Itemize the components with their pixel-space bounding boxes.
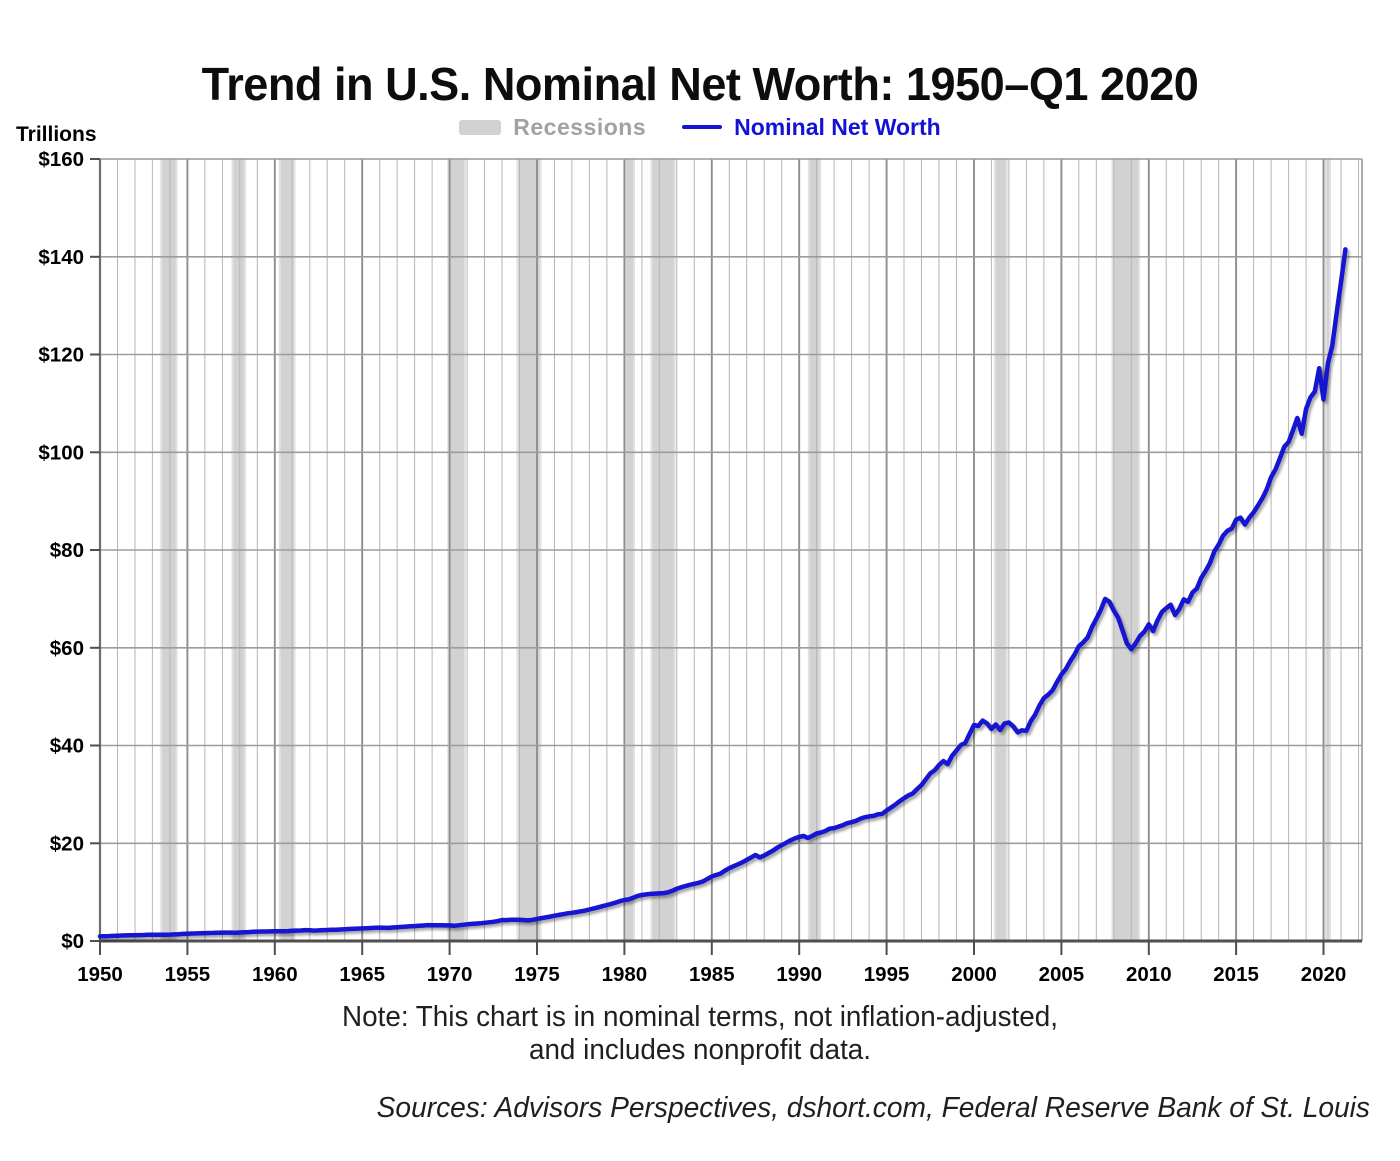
x-tick-label: 1955 bbox=[165, 963, 211, 986]
y-tick-label: $160 bbox=[38, 150, 84, 171]
page-title: Trend in U.S. Nominal Net Worth: 1950–Q1… bbox=[201, 57, 1199, 110]
x-tick-label: 2010 bbox=[1126, 963, 1172, 986]
x-tick-label: 1950 bbox=[77, 963, 123, 986]
x-tick-label: 2015 bbox=[1213, 963, 1259, 986]
line-swatch-icon bbox=[682, 125, 723, 129]
x-tick-label: 1985 bbox=[689, 963, 735, 986]
horizontal-gridlines bbox=[100, 158, 1362, 845]
legend-recessions-label: Recessions bbox=[513, 113, 647, 140]
y-tick-label: $40 bbox=[50, 735, 84, 758]
x-tick-label: 1975 bbox=[514, 963, 560, 986]
legend: Recessions Nominal Net Worth bbox=[0, 111, 1400, 143]
y-tick-label: $100 bbox=[38, 441, 84, 464]
note-line-1: Note: This chart is in nominal terms, no… bbox=[342, 1001, 1058, 1033]
note-line-2: and includes nonprofit data. bbox=[528, 1034, 872, 1066]
x-tick-label: 1980 bbox=[602, 963, 648, 986]
sources-text: Sources: Advisors Perspectives, dshort.c… bbox=[376, 1092, 1370, 1124]
x-tick-label: 2000 bbox=[951, 963, 997, 986]
x-tick-label: 1965 bbox=[339, 963, 385, 986]
x-tick-labels: 1950 1955 1960 1965 1970 1975 1980 1985 1990 1995… bbox=[77, 941, 1346, 986]
line-legend-swatch bbox=[682, 120, 723, 135]
y-tick-label: $120 bbox=[38, 344, 84, 367]
note-text: Note: This chart is in nominal terms, no… bbox=[28, 1001, 1372, 1067]
y-axis-unit-label: Trillions bbox=[16, 123, 97, 146]
y-tick-label: $80 bbox=[50, 539, 84, 562]
x-tick-label: 1970 bbox=[427, 963, 473, 986]
y-tick-labels: $160 $140 $120 $100 $80 $60 $40 $20 $0 bbox=[38, 150, 100, 953]
y-tick-label: $0 bbox=[61, 930, 84, 953]
x-tick-label: 2020 bbox=[1301, 963, 1347, 986]
recession-legend-swatch bbox=[459, 119, 502, 135]
x-tick-label: 1960 bbox=[252, 963, 298, 986]
y-tick-label: $140 bbox=[38, 246, 84, 269]
net-worth-line bbox=[97, 247, 1348, 939]
x-tick-label: 1995 bbox=[864, 963, 910, 986]
legend-series-label: Nominal Net Worth bbox=[734, 113, 941, 140]
x-tick-label: 2005 bbox=[1039, 963, 1085, 986]
y-tick-label: $20 bbox=[50, 832, 84, 855]
y-tick-label: $60 bbox=[50, 637, 84, 660]
x-tick-label: 1990 bbox=[776, 963, 822, 986]
